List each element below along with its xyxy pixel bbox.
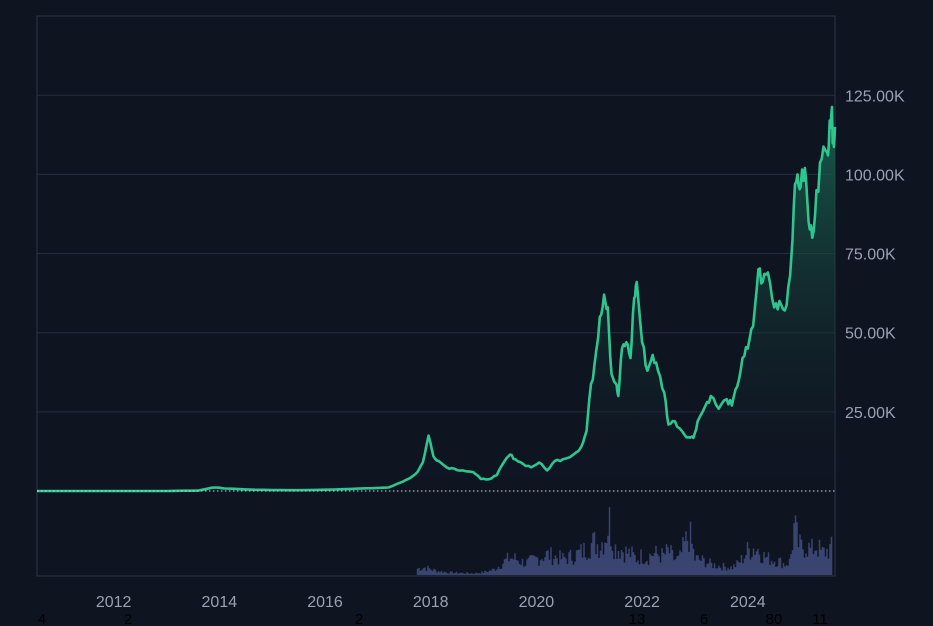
price-line	[37, 105, 837, 493]
price-area-fill	[37, 106, 835, 492]
y-tick-label: 125.00K	[845, 88, 905, 105]
bottom-edge-labels: 4 2 2 13 6 80 11	[38, 611, 828, 626]
y-tick-label: 50.00K	[845, 326, 896, 343]
x-tick-label: 2020	[519, 594, 555, 611]
y-tick-label: 25.00K	[845, 405, 896, 422]
bottom-label: 2	[124, 611, 132, 626]
volume-histogram	[416, 507, 833, 575]
x-tick-label: 2014	[202, 594, 238, 611]
x-tick-label: 2024	[730, 594, 766, 611]
bottom-label: 6	[700, 611, 708, 626]
grid-lines	[37, 94, 835, 413]
x-tick-label: 2012	[96, 594, 132, 611]
y-axis-labels: 25.00K 50.00K 75.00K 100.00K 125.00K	[845, 88, 905, 422]
x-tick-label: 2022	[624, 594, 660, 611]
x-tick-label: 2018	[413, 594, 449, 611]
x-axis-labels: 2012 2014 2016 2018 2020 2022 2024	[96, 594, 766, 611]
y-tick-label: 75.00K	[845, 247, 896, 264]
y-tick-label: 100.00K	[845, 167, 905, 184]
bottom-label: 11	[812, 611, 828, 626]
bottom-label: 80	[766, 611, 783, 626]
bottom-label: 4	[38, 611, 46, 626]
bottom-label: 13	[629, 611, 646, 626]
bottom-label: 2	[355, 611, 363, 626]
x-tick-label: 2016	[307, 594, 343, 611]
